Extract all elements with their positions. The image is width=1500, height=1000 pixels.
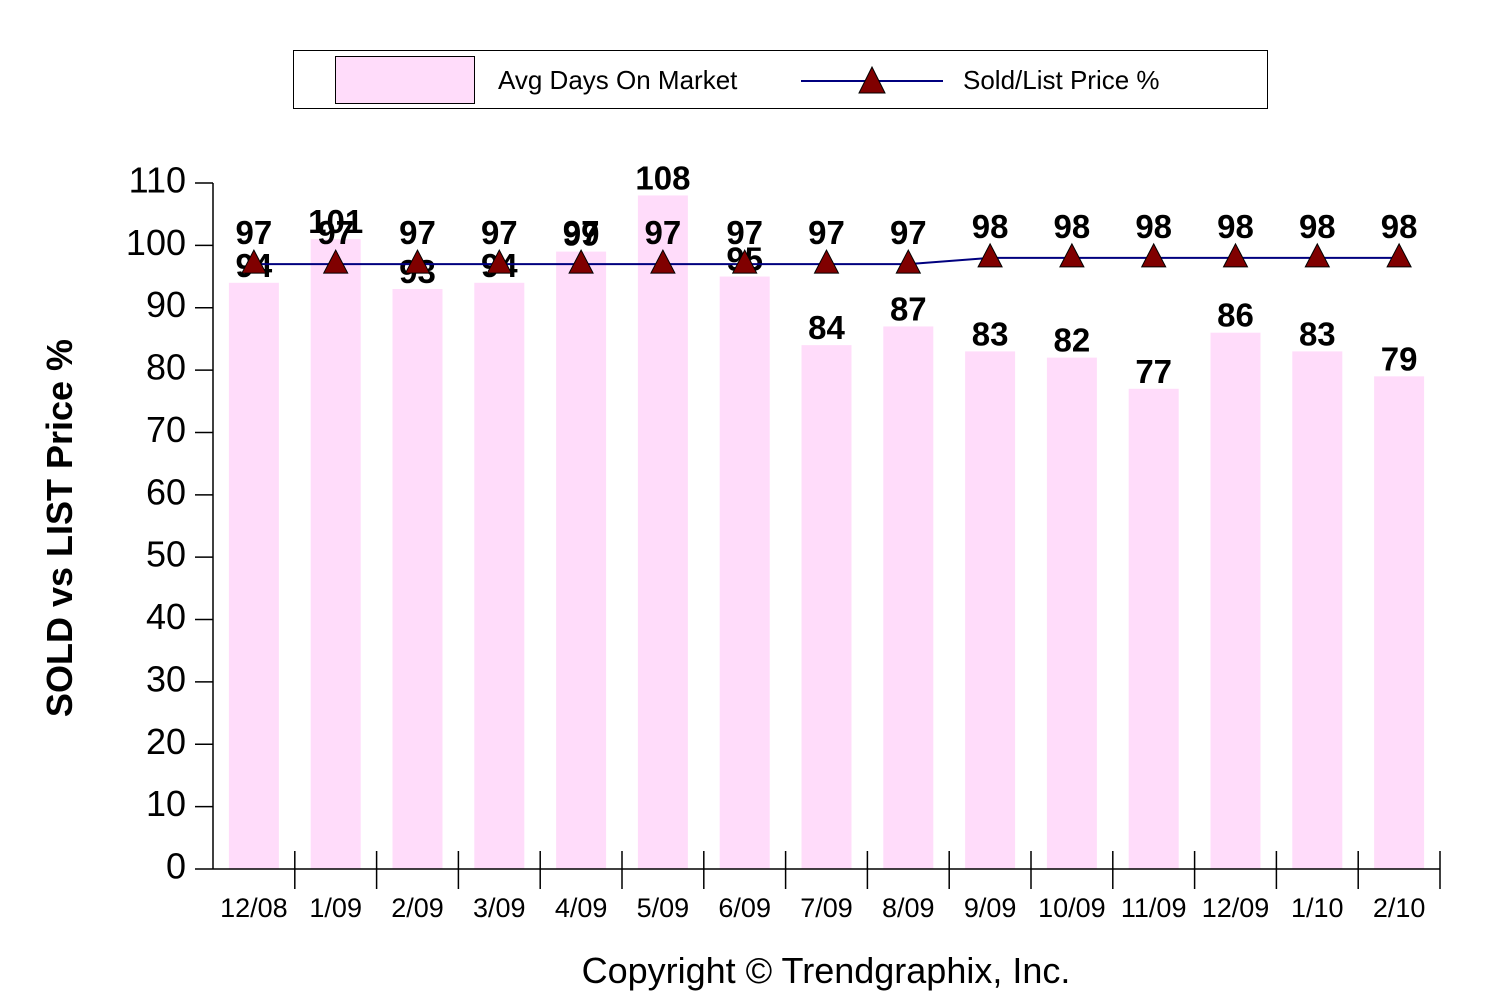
bar-data-label: 79 (1381, 340, 1418, 377)
bar-data-label: 84 (808, 309, 845, 346)
x-tick-label: 6/09 (718, 893, 771, 923)
bar (1374, 376, 1425, 869)
x-tick-label: 9/09 (964, 893, 1017, 923)
bar (228, 282, 279, 869)
bar-data-label: 83 (1299, 315, 1336, 352)
bar-data-label: 99 (563, 216, 600, 253)
x-tick-label: 8/09 (882, 893, 935, 923)
bar (801, 345, 852, 869)
bar (719, 276, 770, 870)
line-marker (404, 248, 431, 274)
bar (637, 195, 688, 870)
line-data-label: 97 (481, 214, 518, 251)
line-data-label: 98 (1381, 208, 1418, 245)
bar (1046, 357, 1097, 869)
legend-label-days-on-market: Avg Days On Market (498, 65, 738, 95)
bar-data-label: 82 (1054, 322, 1091, 359)
x-tick-label: 12/08 (220, 893, 288, 923)
bar (1292, 351, 1343, 869)
bar (392, 289, 443, 869)
bar-data-label: 87 (890, 290, 927, 327)
line-marker (1059, 242, 1085, 268)
line-marker (1386, 242, 1412, 268)
line-marker (813, 248, 840, 274)
bar (1128, 388, 1179, 869)
y-tick-label: 40 (146, 596, 186, 637)
line-marker (568, 248, 594, 274)
y-tick-label: 50 (146, 534, 186, 575)
line-data-label: 98 (1299, 208, 1336, 245)
y-tick-label: 80 (146, 347, 186, 388)
line-marker (1222, 242, 1249, 268)
bar-data-label: 86 (1217, 297, 1254, 334)
bar-data-label: 83 (972, 315, 1009, 352)
line-data-label: 97 (890, 214, 927, 251)
line-data-label: 97 (808, 214, 845, 251)
line-marker (977, 242, 1003, 268)
bar (1210, 332, 1261, 869)
x-tick-label: 7/09 (800, 893, 853, 923)
bar-data-label: 77 (1135, 353, 1172, 390)
line-marker (322, 248, 349, 274)
x-tick-label: 4/09 (555, 893, 608, 923)
copyright-text: Copyright © Trendgraphix, Inc. (581, 950, 1071, 991)
bar (883, 326, 934, 869)
line-data-label: 98 (1054, 208, 1091, 245)
line-marker (241, 248, 267, 274)
line-marker (486, 248, 513, 274)
legend-bar-swatch (335, 56, 475, 104)
x-tick-label: 10/09 (1038, 893, 1106, 923)
line-data-label: 97 (645, 214, 682, 251)
line-data-label: 98 (972, 208, 1009, 245)
bar (965, 351, 1016, 869)
bar (556, 251, 607, 870)
line-marker (895, 248, 922, 274)
line-data-label: 97 (399, 214, 436, 251)
x-tick-label: 1/09 (309, 893, 362, 923)
bar-data-label: 101 (308, 203, 363, 240)
y-tick-label: 10 (146, 783, 186, 824)
line-data-label: 98 (1135, 208, 1172, 245)
bar (310, 239, 361, 870)
y-tick-label: 110 (129, 160, 186, 201)
x-tick-label: 3/09 (473, 893, 526, 923)
legend-label-sold-list: Sold/List Price % (963, 65, 1160, 95)
line-marker (731, 248, 758, 274)
line-data-label: 97 (317, 214, 354, 251)
y-tick-label: 70 (146, 409, 186, 450)
y-tick-label: 30 (146, 658, 186, 699)
legend-line-marker-icon (801, 65, 943, 94)
x-tick-label: 5/09 (637, 893, 690, 923)
bar-data-label: 108 (635, 159, 690, 196)
y-tick-label: 100 (126, 222, 186, 263)
y-tick-label: 60 (146, 471, 186, 512)
x-tick-label: 11/09 (1121, 893, 1187, 923)
line-data-label: 97 (563, 214, 600, 251)
line-data-label: 97 (236, 214, 273, 251)
x-tick-label: 1/10 (1291, 893, 1344, 923)
y-tick-label: 0 (166, 846, 186, 887)
x-tick-label: 2/10 (1373, 893, 1426, 923)
line-marker (650, 248, 676, 274)
y-tick-label: 90 (146, 284, 186, 325)
bar (474, 282, 525, 869)
line-marker (1140, 242, 1167, 268)
line-data-label: 97 (726, 214, 763, 251)
line-data-label: 98 (1217, 208, 1254, 245)
y-tick-label: 20 (146, 721, 186, 762)
x-tick-label: 12/09 (1202, 893, 1270, 923)
x-tick-label: 2/09 (391, 893, 444, 923)
legend: Avg Days On Market Sold/List Price % (293, 50, 1268, 109)
line-marker (1304, 242, 1331, 268)
